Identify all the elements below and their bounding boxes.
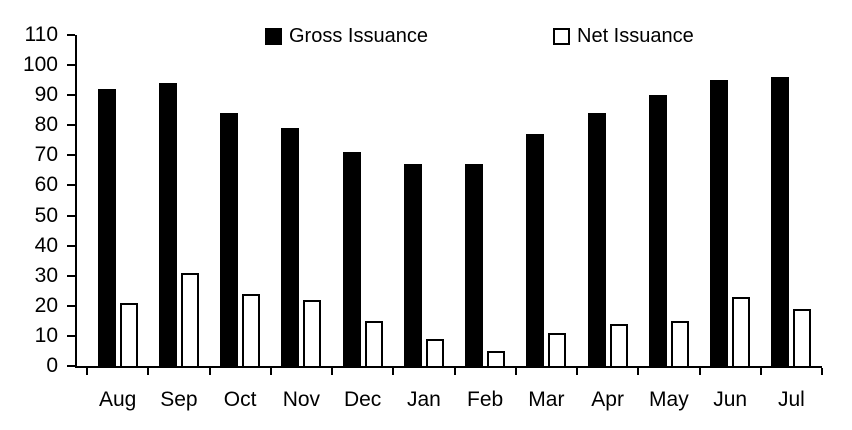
bar-net-jun [732,296,751,366]
x-axis-tick [453,368,456,375]
x-axis-label-may: May [649,388,689,411]
bar-gross-jan [403,164,422,366]
y-axis-tick-label: 40 [34,233,58,257]
bar-gross-sep [158,83,177,366]
x-axis-tick [821,368,823,375]
bar-group-jun [700,35,761,366]
x-axis-label-mar: Mar [528,388,565,411]
bar-net-sep [180,272,199,366]
x-axis-tick [147,368,150,375]
bar-gross-apr [587,113,606,366]
y-axis-tick-label: 20 [34,293,58,317]
y-axis-tick [67,34,75,36]
bar-group-jul [761,35,822,366]
legend-item-net: Net Issuance [553,25,694,47]
y-axis-tick-label: 110 [24,23,58,46]
y-axis-tick [67,184,75,187]
bar-group-sep [148,35,209,366]
y-axis-tick-label: 100 [22,53,58,77]
bar-group-mar [516,35,577,366]
bar-net-apr [609,323,628,366]
y-axis-tick [67,64,75,67]
bar-gross-jun [710,80,729,366]
x-axis-tick [331,368,333,375]
x-axis-tick [208,368,211,375]
y-axis-tick [67,365,75,367]
bar-net-jul [793,308,812,366]
bar-group-feb [455,35,516,366]
bar-gross-aug [97,89,116,366]
bar-net-jan [425,338,444,366]
bar-gross-jul [771,77,790,366]
y-axis-tick-label: 30 [34,263,58,287]
x-axis-label-sep: Sep [160,388,198,411]
y-axis-tick [67,244,75,247]
net-issuance-swatch-icon [553,27,570,45]
y-axis-tick-label: 10 [34,323,58,347]
y-axis-tick [67,154,75,157]
y-axis-tick-label: 50 [34,203,58,227]
x-axis-tick [86,368,88,375]
bar-group-jan [393,35,454,366]
bar-net-aug [119,302,138,366]
bar-gross-may [648,95,667,366]
y-axis-tick [67,304,75,307]
bar-net-feb [487,350,506,366]
y-axis-tick-label: 70 [34,143,58,167]
bar-group-may [638,35,699,366]
bar-group-aug [87,35,148,366]
y-axis-tick [67,124,75,127]
x-axis-label-aug: Aug [98,388,137,411]
bar-gross-feb [465,164,484,366]
bar-gross-mar [526,134,545,366]
bar-net-dec [364,320,383,366]
legend-label-net: Net Issuance [577,25,694,47]
legend-label-gross: Gross Issuance [289,25,428,47]
x-axis-tick [759,368,762,375]
bar-net-nov [303,299,322,366]
x-axis-tick [637,368,640,375]
x-axis-label-apr: Apr [591,388,624,411]
y-axis-tick-label: 90 [34,83,58,107]
x-axis-tick [269,368,272,375]
y-axis-tick [67,94,75,97]
y-axis-tick-label: 0 [46,354,58,377]
bar-group-nov [271,35,332,366]
x-axis-tick [698,368,701,375]
bar-net-oct [242,293,261,366]
y-axis-tick [67,274,75,277]
y-axis-tick [67,214,75,217]
x-axis-tick [514,368,517,375]
bar-group-dec [332,35,393,366]
x-axis-label-feb: Feb [467,388,504,411]
bar-group-apr [577,35,638,366]
x-axis-tick [392,368,395,375]
gross-issuance-swatch-icon [265,27,282,45]
x-axis-label-nov: Nov [282,388,321,411]
x-axis-label-dec: Dec [343,388,382,411]
bar-gross-nov [281,128,300,366]
x-axis-label-oct: Oct [223,388,257,411]
plot-area [67,34,823,375]
bar-net-may [670,320,689,366]
x-axis-label-jul: Jul [777,388,805,411]
y-axis-tick-label: 80 [34,113,58,137]
y-axis-tick-label: 60 [34,173,58,197]
legend-item-gross: Gross Issuance [265,25,428,47]
bar-group-oct [210,35,271,366]
x-axis-label-jan: Jan [406,388,441,411]
bar-net-mar [548,332,567,366]
bar-gross-dec [342,152,361,366]
x-axis-label-jun: Jun [713,388,748,411]
x-axis-tick [576,368,578,375]
bar-gross-oct [220,113,239,366]
y-axis-tick [67,334,75,337]
